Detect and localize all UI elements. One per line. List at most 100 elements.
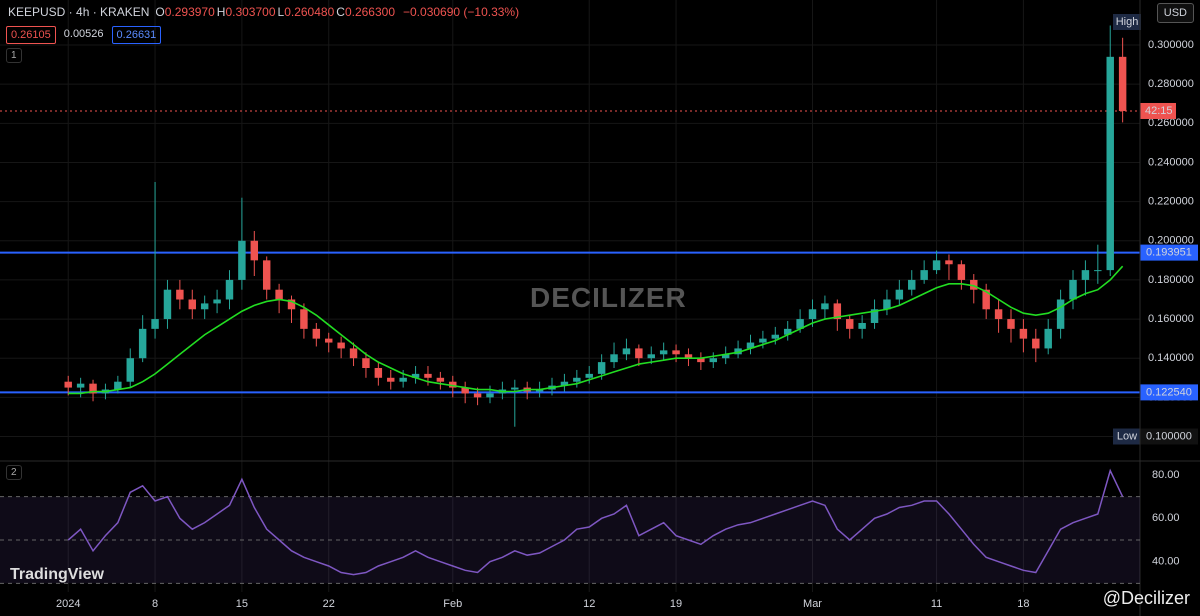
y-tick-label: 0.200000 — [1148, 235, 1194, 247]
candle-body — [721, 354, 730, 359]
x-tick-label: Mar — [803, 598, 822, 610]
y-tick-label: 0.240000 — [1148, 156, 1194, 168]
handle: @Decilizer — [1102, 588, 1190, 608]
candle-body — [672, 350, 680, 355]
candle-body — [771, 334, 780, 339]
candle-body — [138, 328, 147, 359]
y-tick-label: 0.260000 — [1148, 117, 1194, 129]
candle-body — [411, 373, 420, 378]
symbol-header: KEEPUSD · 4h · KRAKEN O0.293970 H0.303700… — [8, 5, 521, 19]
candle-body — [610, 354, 618, 363]
candle-body — [89, 383, 97, 394]
low-label: Low — [1117, 430, 1137, 442]
candle-body — [945, 260, 953, 265]
candle-body — [225, 279, 234, 300]
candle-body — [473, 393, 482, 398]
low-value: 0.100000 — [1146, 430, 1192, 442]
candle-body — [1069, 279, 1077, 300]
currency-button[interactable]: USD — [1156, 3, 1194, 23]
candle-body — [1118, 56, 1127, 111]
candle-body — [126, 358, 134, 382]
candle-body — [151, 319, 159, 329]
candle-body — [759, 338, 767, 343]
candle-body — [560, 381, 569, 386]
y-tick-label: 40.00 — [1152, 556, 1180, 568]
candle-body — [436, 377, 445, 382]
y-tick-label: 0.140000 — [1148, 352, 1194, 364]
ohlc-value: 0.266300 — [344, 5, 395, 19]
countdown: 42:15 — [1145, 105, 1173, 117]
candle-body — [76, 383, 85, 388]
candle-body — [163, 289, 172, 320]
watermark: DECILIZER — [530, 282, 687, 313]
candle-body — [213, 299, 221, 304]
candle-body — [200, 303, 209, 310]
y-tick-label: 0.280000 — [1148, 78, 1194, 90]
candle-body — [573, 377, 581, 382]
candle-body — [176, 289, 184, 300]
high-badge — [1113, 14, 1141, 30]
candle-body — [932, 260, 941, 271]
candle-body — [796, 319, 804, 329]
candle-body — [1081, 270, 1090, 280]
high-label: High — [1116, 16, 1139, 28]
candle-body — [846, 319, 854, 329]
candle-body — [597, 362, 606, 374]
candle-body — [970, 279, 978, 290]
candle-body — [238, 240, 246, 280]
x-tick-label: 2024 — [56, 598, 80, 610]
badges: 0.26105 0.00526 0.26631 — [6, 26, 162, 44]
candle-body — [697, 358, 705, 363]
plot-bg — [0, 0, 1140, 460]
candle-body — [325, 338, 333, 343]
pane-label[interactable]: 2 — [6, 465, 22, 480]
ohlc-label: C — [336, 5, 345, 19]
candle-body — [808, 309, 817, 320]
candle-body — [870, 309, 879, 323]
candle-body — [275, 289, 283, 300]
low-badge — [1113, 428, 1141, 445]
candle-body — [734, 348, 742, 355]
countdown-badge — [1140, 102, 1176, 119]
candle-body — [821, 303, 829, 310]
symbol: KEEPUSD · 4h · KRAKEN — [8, 5, 150, 19]
candle-body — [64, 381, 72, 388]
candle-body — [1044, 328, 1052, 349]
candle-body — [374, 368, 383, 378]
candle-body — [783, 328, 792, 335]
candle-body — [399, 377, 407, 382]
candle-body — [1094, 270, 1102, 272]
x-tick-label: 12 — [583, 598, 595, 610]
candle-body — [312, 328, 321, 339]
candle-body — [486, 393, 494, 398]
level-label: 0.193951 — [1146, 247, 1192, 259]
candle-body — [709, 358, 717, 363]
candle-body — [287, 299, 296, 310]
level-badge — [1140, 384, 1198, 401]
x-tick-label: 11 — [931, 598, 942, 610]
candle-body — [746, 342, 755, 349]
logo: TradingView — [10, 566, 104, 583]
candle-body — [449, 381, 457, 388]
pane-label[interactable]: 1 — [6, 48, 22, 63]
candle-body — [1106, 56, 1114, 271]
candle-body — [908, 279, 916, 290]
candle-body — [362, 358, 370, 368]
candle-body — [684, 354, 693, 359]
x-tick-label: 8 — [152, 598, 158, 610]
y-tick-label: 60.00 — [1152, 512, 1180, 524]
candle-body — [858, 322, 866, 329]
candle-body — [387, 377, 395, 382]
x-tick-label: Feb — [443, 598, 462, 610]
level-badge — [1140, 244, 1198, 261]
x-tick-label: 15 — [236, 598, 248, 610]
ask-badge: 0.26631 — [111, 26, 162, 44]
low-value-badge — [1140, 428, 1198, 445]
ohlc-value: 0.260480 — [284, 5, 335, 19]
candle-body — [895, 289, 904, 300]
candle-body — [424, 373, 432, 378]
bid-badge: 0.26105 — [6, 26, 56, 44]
y-tick-label: 0.180000 — [1148, 274, 1194, 286]
x-tick-label: 22 — [323, 598, 335, 610]
